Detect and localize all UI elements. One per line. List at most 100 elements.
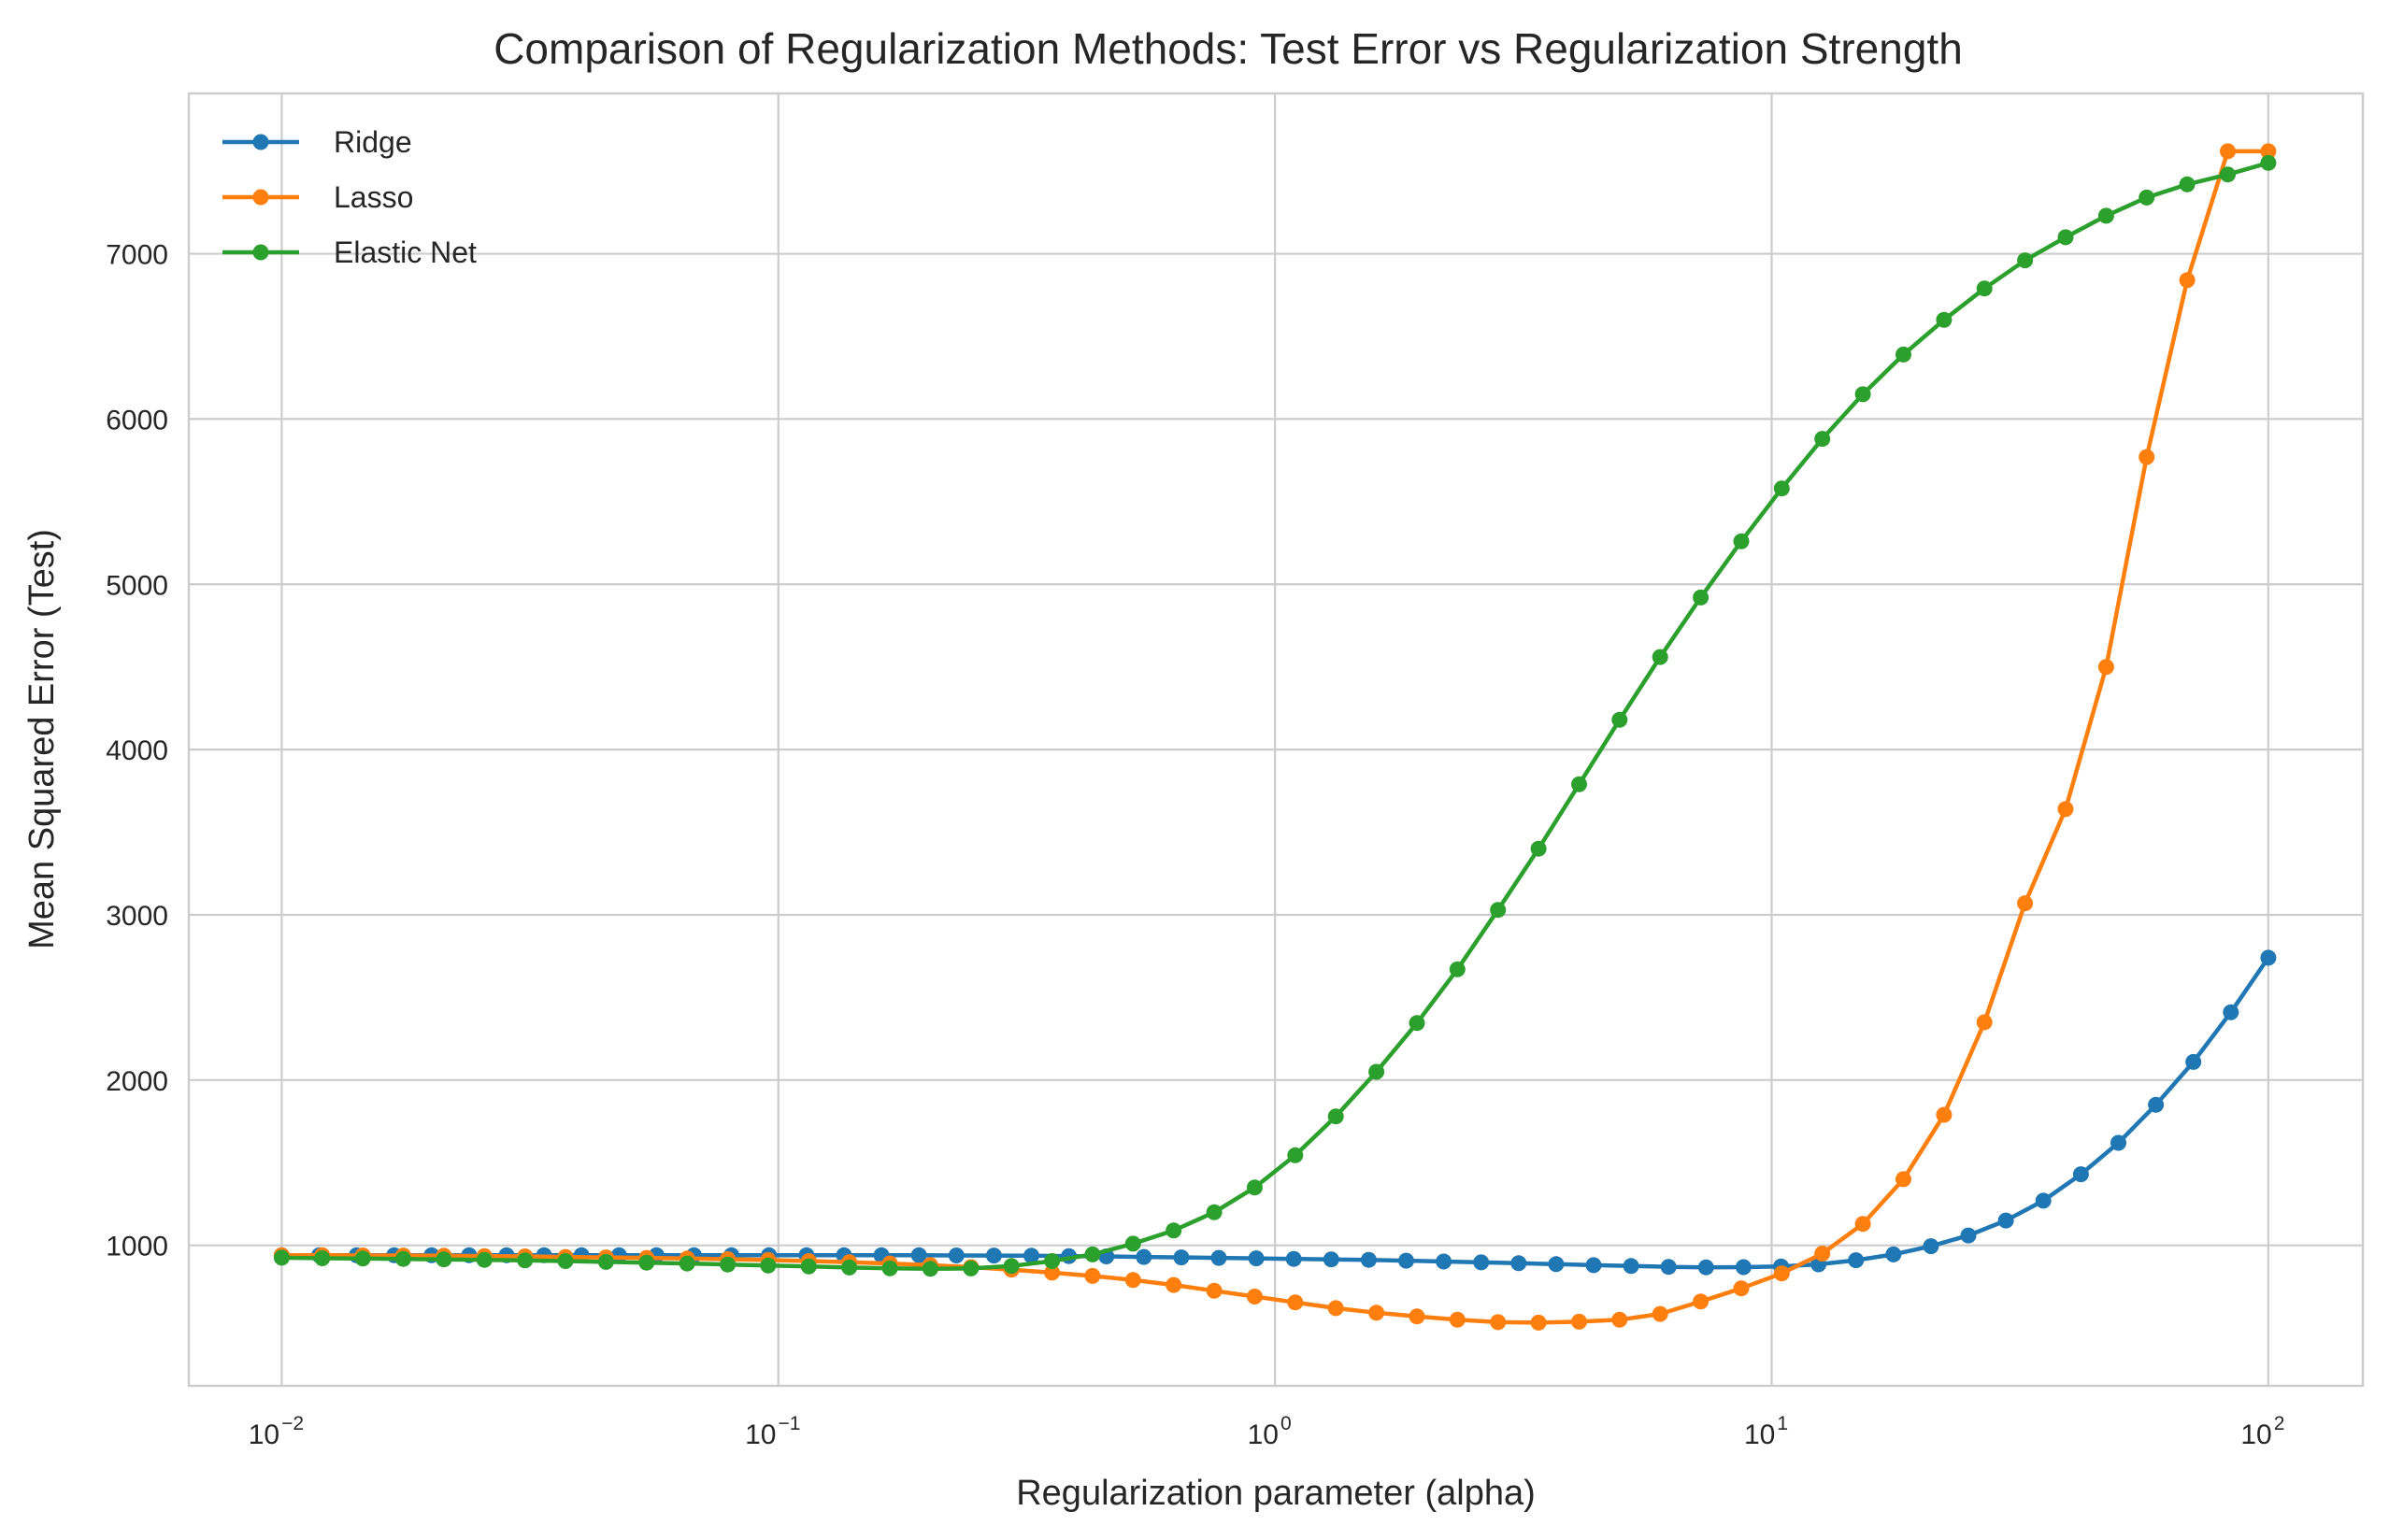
data-point xyxy=(2185,1053,2202,1070)
data-point xyxy=(760,1257,777,1274)
data-point xyxy=(720,1256,737,1273)
data-point xyxy=(1895,1171,1911,1188)
data-point xyxy=(273,1249,290,1266)
data-point xyxy=(2260,143,2277,160)
data-point xyxy=(1814,431,1831,448)
series-layer xyxy=(273,143,2277,1331)
data-point xyxy=(517,1252,534,1269)
data-point xyxy=(1895,346,1911,363)
data-point xyxy=(2035,1192,2052,1209)
data-point xyxy=(1490,1314,1507,1331)
data-point xyxy=(1327,1300,1344,1317)
data-point xyxy=(2220,143,2236,160)
data-point xyxy=(2260,154,2277,171)
data-point xyxy=(1510,1255,1527,1272)
y-tick-label: 5000 xyxy=(106,570,168,601)
data-point xyxy=(1166,1276,1182,1293)
data-point xyxy=(910,1247,927,1263)
data-point xyxy=(1084,1267,1101,1284)
data-point xyxy=(1848,1252,1865,1269)
data-point xyxy=(2097,659,2114,676)
data-point xyxy=(1733,533,1750,549)
data-point xyxy=(1327,1108,1344,1125)
data-point xyxy=(1409,1015,1425,1032)
data-point xyxy=(1854,386,1871,403)
x-tick-base: 10 xyxy=(2240,1419,2271,1450)
data-point xyxy=(1652,649,1668,665)
grid-lines xyxy=(189,93,2363,1386)
y-tick-label: 1000 xyxy=(106,1232,168,1262)
data-point xyxy=(1173,1249,1190,1266)
legend-item: Lasso xyxy=(222,180,413,214)
data-point xyxy=(1960,1227,1977,1244)
data-point xyxy=(1976,1014,1993,1031)
data-point xyxy=(922,1261,938,1277)
legend-label: Elastic Net xyxy=(334,235,477,269)
data-point xyxy=(1571,776,1587,792)
data-point xyxy=(1693,589,1709,606)
data-point xyxy=(2179,272,2196,289)
y-tick-label: 4000 xyxy=(106,735,168,766)
data-point xyxy=(1248,1250,1265,1267)
data-point xyxy=(1449,961,1466,977)
x-axis-ticks: 10−2 10−1 100 101 102 xyxy=(249,1413,2285,1450)
data-point xyxy=(1885,1246,1902,1262)
data-point xyxy=(2139,449,2155,465)
data-point xyxy=(948,1248,965,1263)
data-point xyxy=(1473,1254,1490,1271)
data-point xyxy=(1976,280,1993,297)
x-tick-base: 10 xyxy=(1744,1419,1775,1450)
x-tick-base: 10 xyxy=(1248,1419,1279,1450)
data-point xyxy=(2057,801,2074,818)
data-point xyxy=(1936,1106,1953,1123)
data-point xyxy=(1571,1313,1587,1330)
x-tick-exponent: −1 xyxy=(778,1413,800,1434)
data-point xyxy=(1044,1264,1061,1281)
data-point xyxy=(1210,1249,1227,1266)
data-point xyxy=(314,1250,331,1266)
data-point xyxy=(1323,1251,1339,1268)
data-point xyxy=(1398,1252,1414,1269)
data-point xyxy=(841,1259,858,1276)
data-point xyxy=(1436,1253,1452,1270)
data-point xyxy=(1449,1311,1466,1328)
legend-swatch-marker xyxy=(252,134,269,150)
x-tick-label: 102 xyxy=(2240,1413,2284,1450)
legend-swatch-marker xyxy=(252,189,269,206)
x-tick-exponent: 0 xyxy=(1280,1413,1292,1434)
data-point xyxy=(985,1248,1002,1264)
legend: Ridge Lasso Elastic Net xyxy=(222,125,477,269)
data-point xyxy=(2179,176,2196,192)
data-point xyxy=(1611,1311,1628,1328)
data-point xyxy=(354,1250,371,1267)
data-point xyxy=(1136,1248,1152,1265)
data-point xyxy=(436,1251,452,1268)
data-point xyxy=(1585,1257,1602,1274)
data-point xyxy=(1490,902,1507,919)
data-point xyxy=(1023,1248,1039,1264)
data-point xyxy=(1611,711,1628,728)
data-point xyxy=(638,1254,655,1271)
data-point xyxy=(1530,1314,1547,1331)
x-tick-label: 100 xyxy=(1248,1413,1292,1450)
data-point xyxy=(1697,1259,1714,1276)
data-point xyxy=(1660,1259,1677,1276)
data-point xyxy=(800,1258,817,1275)
x-tick-base: 10 xyxy=(249,1419,279,1450)
y-tick-label: 3000 xyxy=(106,901,168,932)
data-point xyxy=(2057,229,2074,246)
data-point xyxy=(881,1260,898,1276)
y-tick-label: 2000 xyxy=(106,1066,168,1097)
data-point xyxy=(1285,1250,1302,1267)
data-point xyxy=(1368,1305,1385,1321)
x-tick-exponent: 1 xyxy=(1777,1413,1788,1434)
data-point xyxy=(2017,252,2034,269)
data-point xyxy=(2260,949,2277,966)
data-point xyxy=(1923,1238,1939,1255)
data-point xyxy=(2097,207,2114,224)
data-point xyxy=(557,1253,574,1269)
data-point xyxy=(679,1255,695,1272)
data-point xyxy=(2220,166,2236,183)
